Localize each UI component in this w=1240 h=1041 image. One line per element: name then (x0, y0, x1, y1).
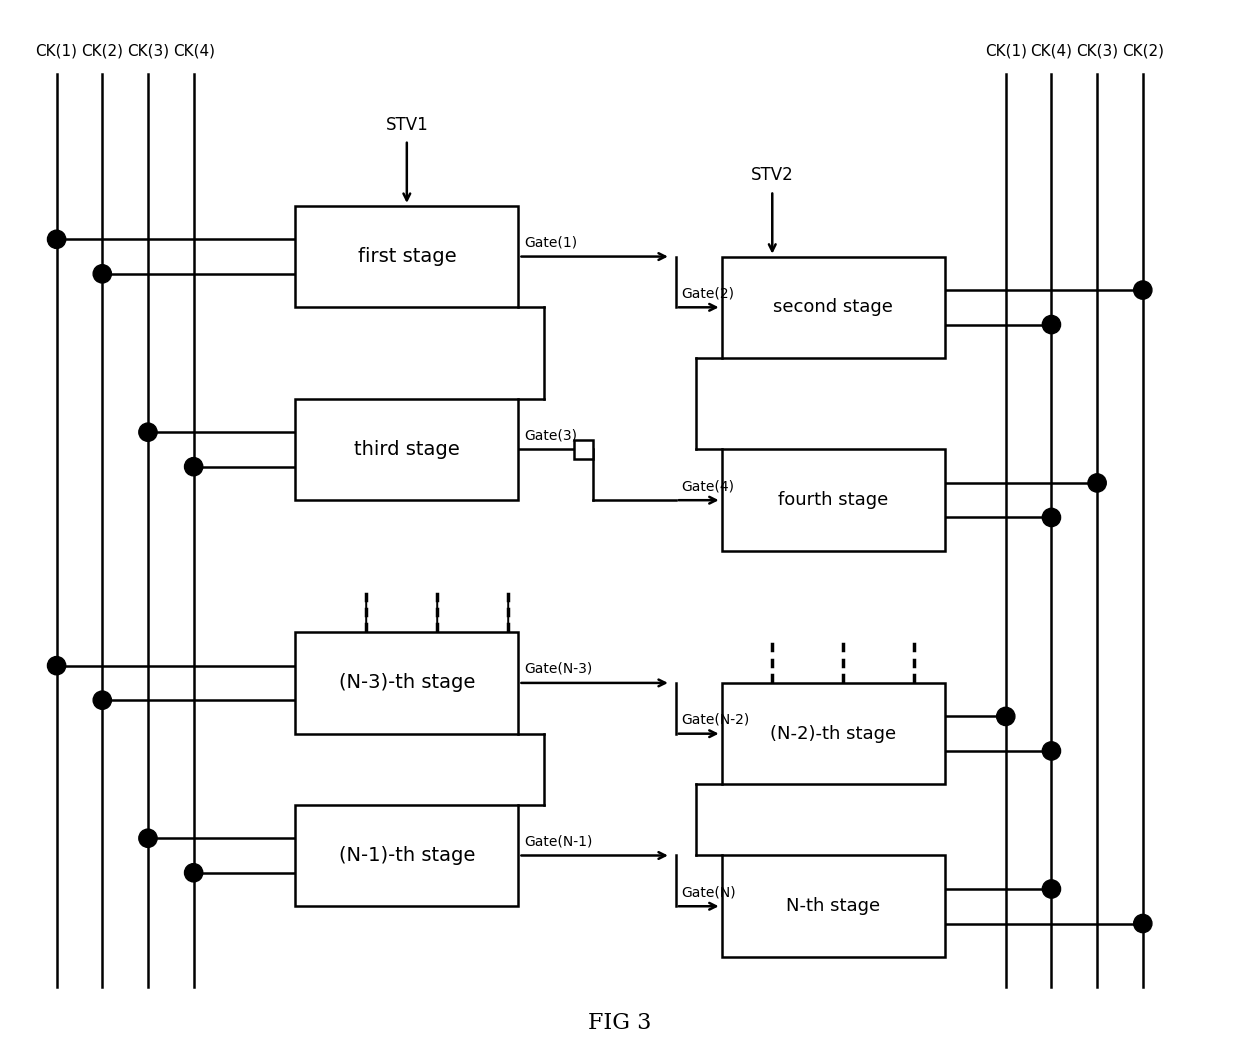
Text: third stage: third stage (353, 440, 460, 459)
Circle shape (1043, 742, 1060, 760)
Text: CK(1): CK(1) (985, 44, 1027, 58)
Circle shape (139, 829, 157, 847)
Text: CK(4): CK(4) (1030, 44, 1073, 58)
Text: CK(3): CK(3) (126, 44, 169, 58)
Text: |: | (505, 600, 512, 625)
Circle shape (997, 707, 1014, 726)
Text: CK(1): CK(1) (36, 44, 78, 58)
FancyBboxPatch shape (295, 206, 518, 307)
Text: (N-1)-th stage: (N-1)-th stage (339, 846, 475, 865)
Text: STV2: STV2 (751, 167, 794, 184)
Circle shape (1087, 474, 1106, 492)
FancyBboxPatch shape (295, 632, 518, 734)
FancyBboxPatch shape (722, 256, 945, 358)
Text: second stage: second stage (774, 299, 893, 316)
Text: |: | (433, 600, 441, 625)
Text: Gate(N-2): Gate(N-2) (681, 713, 749, 727)
Text: CK(4): CK(4) (172, 44, 215, 58)
Text: (N-3)-th stage: (N-3)-th stage (339, 674, 475, 692)
FancyBboxPatch shape (722, 683, 945, 785)
FancyBboxPatch shape (722, 450, 945, 551)
Text: CK(2): CK(2) (1122, 44, 1164, 58)
Text: FIG 3: FIG 3 (588, 1012, 652, 1034)
Circle shape (1043, 508, 1060, 527)
Circle shape (1043, 315, 1060, 334)
Text: (N-2)-th stage: (N-2)-th stage (770, 725, 897, 742)
Text: fourth stage: fourth stage (777, 491, 888, 509)
Circle shape (1133, 914, 1152, 933)
Circle shape (93, 691, 112, 709)
Text: Gate(2): Gate(2) (681, 286, 734, 300)
Text: Gate(N-3): Gate(N-3) (525, 662, 593, 676)
Circle shape (185, 458, 203, 476)
Text: STV1: STV1 (386, 116, 428, 133)
Circle shape (47, 657, 66, 675)
Text: CK(3): CK(3) (1076, 44, 1118, 58)
Circle shape (185, 864, 203, 882)
Text: first stage: first stage (357, 247, 456, 266)
Circle shape (93, 264, 112, 283)
Text: CK(2): CK(2) (82, 44, 123, 58)
Text: Gate(3): Gate(3) (525, 428, 578, 442)
Circle shape (139, 423, 157, 441)
Text: |: | (362, 600, 371, 625)
FancyBboxPatch shape (722, 856, 945, 957)
Text: Gate(N-1): Gate(N-1) (525, 835, 593, 848)
Circle shape (47, 230, 66, 249)
FancyBboxPatch shape (295, 805, 518, 907)
Bar (574, 440, 593, 459)
Circle shape (1133, 281, 1152, 299)
Text: N-th stage: N-th stage (786, 897, 880, 915)
Text: Gate(1): Gate(1) (525, 235, 578, 250)
FancyBboxPatch shape (295, 399, 518, 500)
Text: Gate(4): Gate(4) (681, 479, 734, 493)
Circle shape (1043, 880, 1060, 898)
Text: Gate(N): Gate(N) (681, 885, 735, 899)
